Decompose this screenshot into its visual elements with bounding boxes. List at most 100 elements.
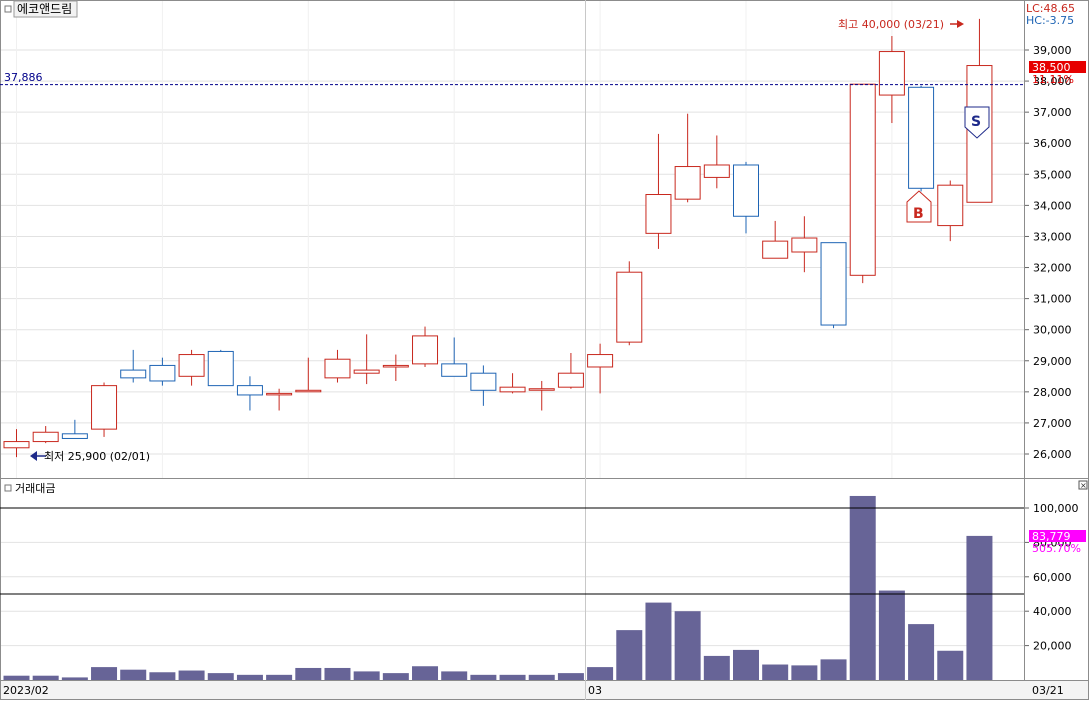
buy-marker-icon bbox=[906, 190, 932, 223]
candle-02-02 bbox=[32, 426, 59, 444]
volume-bar-03-02 bbox=[587, 667, 614, 680]
sell-marker-label: S bbox=[971, 114, 981, 130]
volume-bar-02-20 bbox=[382, 673, 409, 680]
price-axis-tick-label: 26,000 bbox=[1033, 448, 1072, 461]
candle-02-21 bbox=[412, 326, 439, 367]
price-panel-collapse-icon[interactable] bbox=[4, 5, 12, 13]
candle-body bbox=[120, 369, 147, 379]
candle-body bbox=[849, 83, 876, 276]
volume-bar-03-17 bbox=[908, 624, 935, 680]
volume-bar-03-07 bbox=[674, 611, 701, 680]
candle-body bbox=[878, 51, 905, 96]
candle-body bbox=[295, 389, 322, 393]
volume-bar-02-02 bbox=[32, 675, 59, 680]
price-axis-tick-label: 28,000 bbox=[1033, 386, 1072, 399]
volume-bar-02-13 bbox=[236, 674, 263, 680]
candle-body bbox=[149, 364, 176, 382]
volume-panel-collapse-icon[interactable] bbox=[4, 484, 12, 492]
candle-body bbox=[937, 184, 964, 227]
candle-03-16 bbox=[878, 36, 905, 124]
price-axis-tick-label: 27,000 bbox=[1033, 417, 1072, 430]
candle-02-22 bbox=[441, 337, 468, 377]
candle-body bbox=[3, 441, 30, 449]
candle-03-07 bbox=[674, 113, 701, 203]
candle-03-13 bbox=[791, 216, 818, 273]
current-price-value: 38,500 bbox=[1032, 61, 1071, 74]
price-axis-tick-label: 35,000 bbox=[1033, 168, 1072, 181]
volume-bar-02-10 bbox=[207, 673, 234, 680]
candle-body bbox=[557, 372, 584, 388]
candle-body bbox=[703, 164, 730, 178]
low-price-annotation: 최저 25,900 (02/01) bbox=[44, 450, 150, 463]
candle-body bbox=[470, 372, 497, 391]
volume-panel-title: 거래대금 bbox=[15, 482, 55, 495]
current-change-pct: 11.11% bbox=[1032, 73, 1074, 86]
volume-panel-close-glyph: × bbox=[1080, 481, 1087, 490]
candle-body bbox=[178, 354, 205, 377]
candle-body bbox=[353, 369, 380, 374]
volume-bar-02-22 bbox=[441, 671, 468, 680]
price-axis-background bbox=[1024, 0, 1089, 680]
price-axis-tick-label: 33,000 bbox=[1033, 230, 1072, 243]
candle-body bbox=[645, 194, 672, 234]
volume-bar-02-06 bbox=[91, 667, 118, 680]
high-price-annotation: 최고 40,000 (03/21) bbox=[838, 18, 944, 31]
candle-body bbox=[587, 354, 614, 368]
lc-label: LC:48.65 bbox=[1026, 2, 1075, 15]
volume-bar-02-27 bbox=[528, 674, 555, 680]
volume-change-pct: 505.70% bbox=[1032, 542, 1081, 555]
volume-value-badge bbox=[1029, 530, 1086, 542]
candle-body bbox=[499, 386, 526, 393]
reference-price-label: 37,886 bbox=[4, 71, 43, 84]
candle-03-09 bbox=[733, 161, 759, 234]
sell-marker-icon bbox=[964, 106, 990, 139]
volume-bar-03-06 bbox=[645, 602, 672, 680]
candle-03-17 bbox=[908, 85, 935, 192]
candle-02-14 bbox=[266, 388, 293, 411]
volume-bar-03-10 bbox=[762, 664, 789, 680]
candle-03-15 bbox=[849, 83, 876, 284]
volume-bar-03-14 bbox=[820, 659, 847, 680]
candle-body bbox=[236, 385, 263, 396]
volume-bar-02-28 bbox=[557, 673, 584, 680]
volume-bar-02-07 bbox=[120, 669, 147, 680]
price-axis-tick-label: 34,000 bbox=[1033, 199, 1072, 212]
candle-02-16 bbox=[324, 349, 351, 383]
price-axis-tick-label: 36,000 bbox=[1033, 137, 1072, 150]
candle-03-02 bbox=[587, 343, 614, 394]
volume-bar-02-16 bbox=[324, 667, 351, 680]
volume-bar-03-03 bbox=[616, 630, 643, 680]
candle-03-14 bbox=[820, 242, 847, 329]
volume-bar-03-13 bbox=[791, 665, 818, 680]
candle-02-28 bbox=[557, 353, 584, 389]
volume-panel-close-icon[interactable] bbox=[1078, 480, 1088, 490]
buy-marker-label: B bbox=[913, 206, 924, 222]
volume-bar-02-14 bbox=[266, 674, 293, 680]
volume-bar-03-09 bbox=[733, 649, 759, 680]
price-axis-tick-label: 30,000 bbox=[1033, 324, 1072, 337]
candle-body bbox=[820, 242, 847, 326]
volume-bar-02-03 bbox=[61, 677, 88, 680]
candle-body bbox=[382, 364, 409, 368]
candle-body bbox=[616, 271, 643, 343]
date-axis-background bbox=[0, 680, 1089, 700]
candles-layer bbox=[3, 18, 993, 458]
price-panel-title-box bbox=[13, 0, 78, 18]
candle-02-03 bbox=[61, 419, 88, 439]
price-axis-tick-label: 32,000 bbox=[1033, 262, 1072, 275]
volume-bar-03-20 bbox=[937, 650, 964, 680]
price-panel-title: 에코앤드림 bbox=[17, 2, 72, 16]
candle-body bbox=[762, 240, 789, 259]
candle-body bbox=[791, 237, 818, 253]
candle-02-13 bbox=[236, 376, 263, 411]
current-price-badge bbox=[1029, 61, 1086, 73]
candle-body bbox=[908, 86, 935, 189]
candle-03-08 bbox=[703, 135, 730, 189]
candle-03-10 bbox=[762, 220, 789, 259]
price-axis-tick-label: 37,000 bbox=[1033, 106, 1072, 119]
hc-label: HC:-3.75 bbox=[1026, 14, 1074, 27]
candle-02-07 bbox=[120, 349, 147, 383]
candle-02-24 bbox=[499, 373, 526, 394]
